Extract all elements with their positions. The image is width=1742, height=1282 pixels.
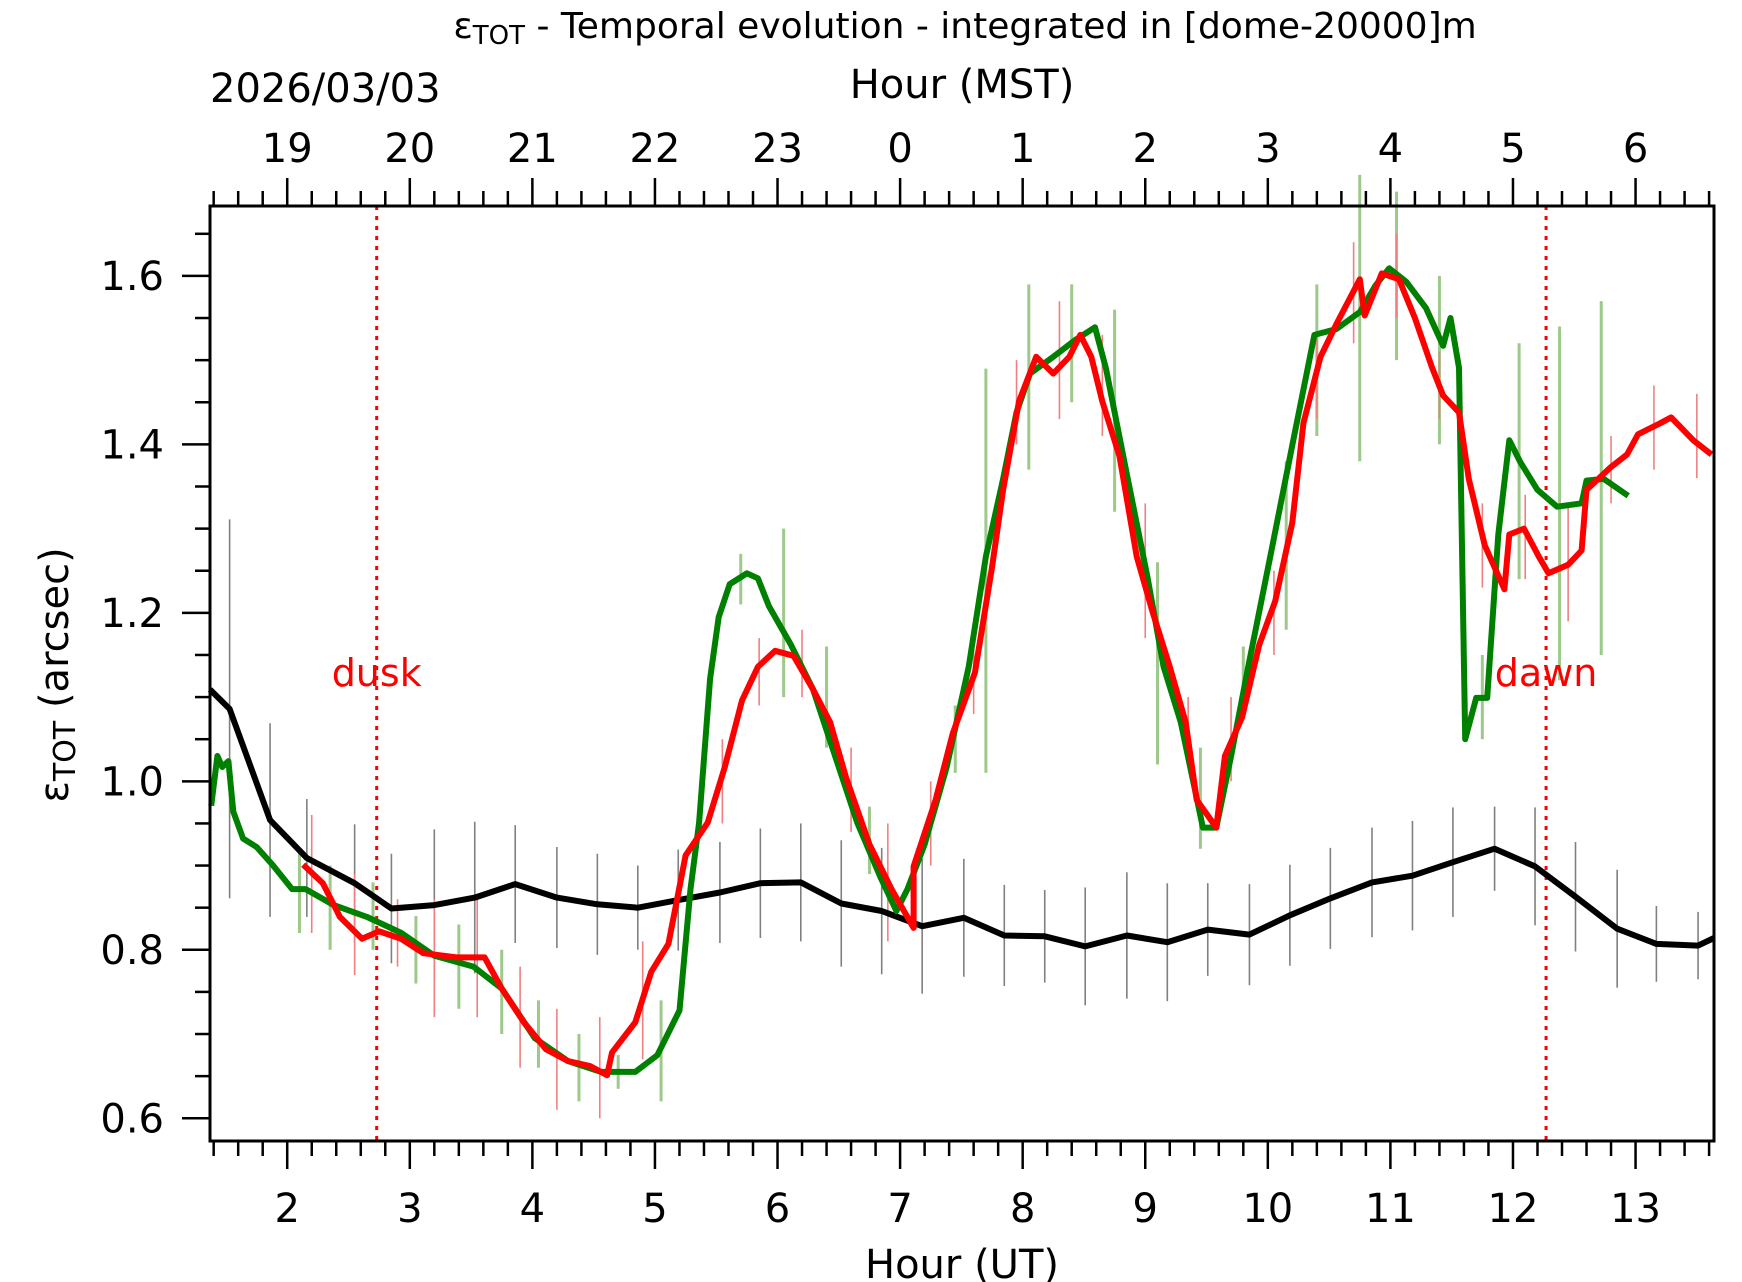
x2-tick-label: 3 xyxy=(1255,126,1280,172)
series-line-0 xyxy=(207,687,1716,950)
x2-axis-label: Hour (MST) xyxy=(850,62,1075,108)
y-tick-label: 1.4 xyxy=(100,422,164,468)
y-tick-label: 1.6 xyxy=(100,254,164,300)
series-line-2 xyxy=(301,270,1714,1079)
x-tick-label: 3 xyxy=(397,1186,422,1232)
x-tick-label: 4 xyxy=(520,1186,545,1232)
x2-tick-label: 6 xyxy=(1623,126,1648,172)
y-tick-label: 1.2 xyxy=(100,591,164,637)
dawn-label: dawn xyxy=(1495,651,1598,695)
plot-area: dusk dawn21932042152262370819210311412513… xyxy=(100,126,1716,1232)
x-tick-label: 6 xyxy=(765,1186,790,1232)
x2-tick-label: 19 xyxy=(262,126,313,172)
plot-frame xyxy=(208,204,1716,1143)
chart-title: εTOT - Temporal evolution - integrated i… xyxy=(453,6,1476,51)
x-tick-label: 2 xyxy=(274,1186,299,1232)
x-tick-label: 12 xyxy=(1488,1186,1539,1232)
x2-tick-label: 2 xyxy=(1133,126,1158,172)
y-axis-label: εTOT (arcsec) xyxy=(32,547,83,802)
x-tick-label: 11 xyxy=(1365,1186,1416,1232)
x2-tick-label: 22 xyxy=(629,126,680,172)
x-tick-label: 7 xyxy=(887,1186,912,1232)
x-tick-label: 5 xyxy=(642,1186,667,1232)
y-tick-label: 1.0 xyxy=(100,759,164,805)
dusk-label: dusk xyxy=(332,651,422,695)
x2-tick-label: 0 xyxy=(887,126,912,172)
date-label: 2026/03/03 xyxy=(210,66,441,112)
x-tick-label: 8 xyxy=(1010,1186,1035,1232)
x2-tick-label: 23 xyxy=(752,126,803,172)
x2-tick-label: 4 xyxy=(1378,126,1403,172)
x2-tick-label: 20 xyxy=(384,126,435,172)
x2-tick-label: 1 xyxy=(1010,126,1035,172)
x-tick-label: 10 xyxy=(1242,1186,1293,1232)
x2-tick-label: 21 xyxy=(507,126,558,172)
x-tick-label: 13 xyxy=(1610,1186,1661,1232)
y-tick-label: 0.8 xyxy=(100,928,164,974)
y-tick-label: 0.6 xyxy=(100,1096,164,1142)
x-tick-label: 9 xyxy=(1133,1186,1158,1232)
x-axis-label: Hour (UT) xyxy=(865,1242,1059,1282)
x2-tick-label: 5 xyxy=(1500,126,1525,172)
